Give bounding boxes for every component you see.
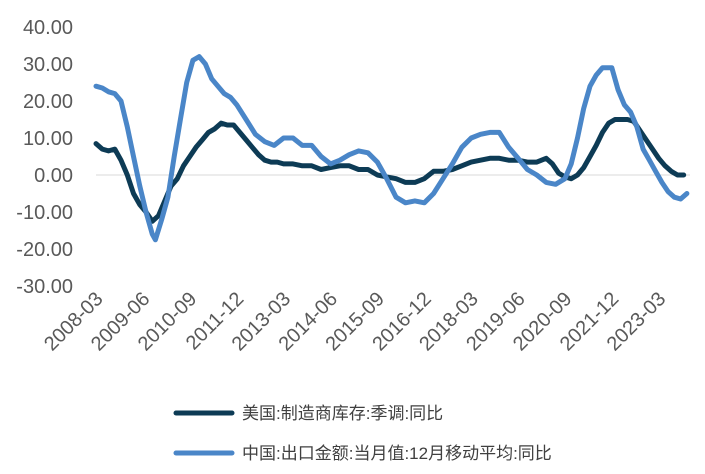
x-axis-ticks: 2008-032009-062010-092011-122013-032014-… [40, 288, 670, 355]
y-tick-label: 10.00 [23, 128, 73, 150]
series-line-china-exports [93, 54, 690, 243]
y-axis-ticks: 40.00 30.00 20.00 10.00 0.00 -10.00 -20.00 -30.… [16, 17, 73, 298]
y-tick-label: 0.00 [34, 165, 73, 187]
y-tick-label: 20.00 [23, 91, 73, 113]
y-tick-label: 40.00 [23, 17, 73, 39]
y-tick-label: 30.00 [23, 54, 73, 76]
y-tick-label: -10.00 [16, 202, 73, 224]
legend-item-china-exports: 中国:出口金额:当月值:12月移动平均:同比 [173, 444, 552, 463]
legend-label-china-exports: 中国:出口金额:当月值:12月移动平均:同比 [242, 444, 552, 463]
legend-item-us-inventory: 美国:制造商库存:季调:同比 [173, 404, 443, 423]
y-tick-label: -20.00 [16, 239, 73, 261]
y-tick-label: -30.00 [16, 276, 73, 298]
series-layer [93, 54, 690, 243]
legend-label-us-inventory: 美国:制造商库存:季调:同比 [242, 404, 443, 423]
series-line-us-inventory [93, 117, 687, 224]
legend: 美国:制造商库存:季调:同比 中国:出口金额:当月值:12月移动平均:同比 [173, 404, 552, 463]
